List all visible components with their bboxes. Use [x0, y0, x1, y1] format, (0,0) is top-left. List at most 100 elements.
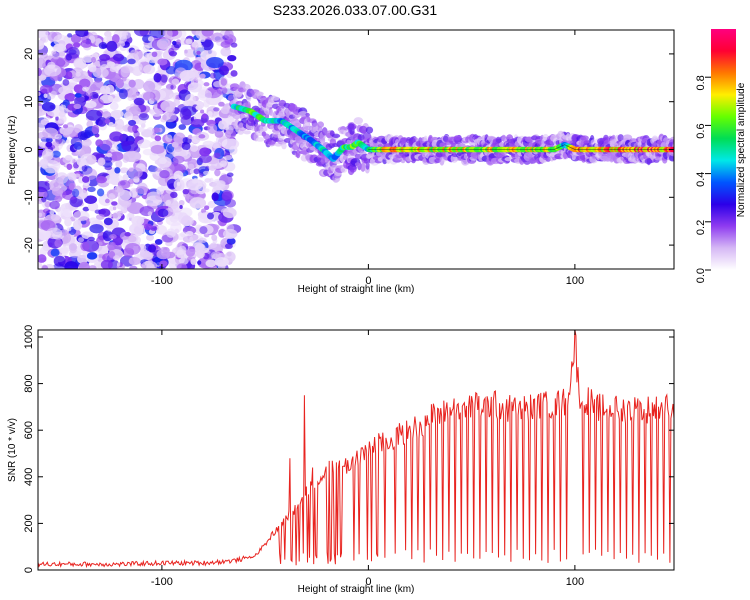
- noise-blob: [226, 237, 236, 245]
- noise-blob: [78, 70, 89, 79]
- noise-blob: [158, 157, 167, 165]
- noise-blob: [184, 48, 198, 58]
- noise-blob: [41, 196, 47, 203]
- ridge-halo-blob: [301, 146, 308, 156]
- noise-blob: [98, 42, 108, 50]
- noise-blob: [117, 189, 132, 201]
- noise-blob: [211, 180, 226, 191]
- noise-blob: [39, 246, 48, 257]
- noise-blob: [65, 139, 70, 144]
- noise-blob: [127, 125, 136, 133]
- noise-blob: [200, 247, 206, 254]
- noise-blob: [38, 131, 49, 140]
- noise-blob: [38, 181, 51, 193]
- ridge-halo-blob: [617, 134, 624, 142]
- noise-blob: [91, 124, 100, 135]
- x-tick-label: 100: [566, 576, 584, 588]
- ridge-halo-blob: [644, 158, 653, 165]
- noise-blob: [104, 30, 112, 37]
- noise-blob: [68, 243, 78, 251]
- noise-blob: [210, 251, 222, 260]
- noise-blob: [163, 111, 177, 123]
- noise-blob: [51, 51, 60, 60]
- ridge-halo-blob: [298, 110, 308, 118]
- noise-blob: [96, 117, 107, 127]
- noise-blob: [211, 32, 224, 43]
- noise-blob: [142, 44, 150, 52]
- noise-blob: [203, 99, 210, 108]
- noise-blob: [99, 54, 111, 62]
- noise-blob: [67, 172, 77, 182]
- noise-blob: [91, 56, 97, 63]
- ridge-halo-blob: [562, 135, 570, 140]
- ridge-halo-blob: [263, 133, 270, 140]
- noise-blob: [109, 151, 124, 161]
- noise-blob: [99, 139, 113, 151]
- noise-blob: [82, 138, 92, 147]
- colorbar-tick-label: 0.2: [695, 220, 707, 235]
- noise-blob: [59, 247, 69, 254]
- noise-blob: [77, 131, 87, 140]
- noise-blob: [165, 134, 173, 143]
- noise-blob: [109, 233, 117, 240]
- noise-blob: [142, 148, 153, 156]
- noise-blob: [38, 212, 43, 218]
- noise-blob: [182, 188, 189, 195]
- noise-blob: [49, 200, 60, 210]
- noise-blob: [148, 165, 158, 173]
- noise-blob: [87, 186, 96, 193]
- noise-blob: [156, 249, 171, 260]
- noise-blob: [202, 113, 207, 119]
- noise-blob: [129, 187, 138, 198]
- noise-blob: [38, 91, 41, 97]
- noise-blob: [102, 230, 113, 242]
- noise-blob: [211, 141, 222, 149]
- noise-blob: [172, 155, 185, 164]
- noise-blob: [196, 50, 201, 55]
- noise-blob: [222, 228, 238, 239]
- noise-blob: [51, 150, 61, 158]
- noise-blob: [82, 55, 94, 63]
- noise-blob: [125, 109, 132, 117]
- noise-blob: [165, 66, 177, 75]
- noise-blob: [204, 205, 210, 211]
- y-tick-label: -20: [23, 237, 35, 253]
- noise-blob: [78, 261, 90, 269]
- noise-blob: [127, 58, 136, 65]
- noise-blob: [81, 86, 90, 92]
- noise-blob: [57, 206, 66, 217]
- noise-blob: [105, 198, 110, 204]
- noise-blob: [96, 176, 107, 184]
- noise-blob: [107, 61, 116, 67]
- noise-blob: [75, 71, 81, 77]
- y-tick-label: 0: [23, 567, 35, 573]
- noise-blob: [187, 163, 195, 170]
- noise-blob: [38, 39, 45, 50]
- noise-blob: [62, 127, 78, 138]
- noise-blob: [133, 30, 149, 37]
- noise-blob: [115, 124, 124, 133]
- noise-blob: [120, 66, 130, 78]
- noise-blob: [72, 188, 80, 198]
- noise-blob: [222, 207, 237, 219]
- noise-blob: [41, 102, 56, 112]
- noise-blob: [128, 256, 141, 266]
- noise-blob: [86, 154, 97, 165]
- y-tick-label: 0: [23, 146, 35, 152]
- noise-blob: [82, 206, 90, 212]
- ridge-halo-blob: [243, 130, 251, 135]
- noise-blob: [66, 46, 80, 59]
- noise-blob: [106, 40, 118, 52]
- noise-blob: [201, 39, 214, 51]
- noise-blob: [203, 170, 210, 175]
- y-tick-label: 800: [23, 374, 35, 392]
- noise-blob: [38, 67, 42, 77]
- noise-blob: [150, 108, 163, 117]
- noise-blob: [198, 134, 206, 139]
- noise-blob: [64, 261, 79, 269]
- noise-blob: [205, 259, 217, 268]
- snr-y-label: SNR (10 * v/v): [7, 418, 18, 482]
- noise-blob: [129, 265, 138, 269]
- noise-blob: [190, 119, 205, 128]
- colorbar-tick-label: 0.0: [695, 268, 707, 283]
